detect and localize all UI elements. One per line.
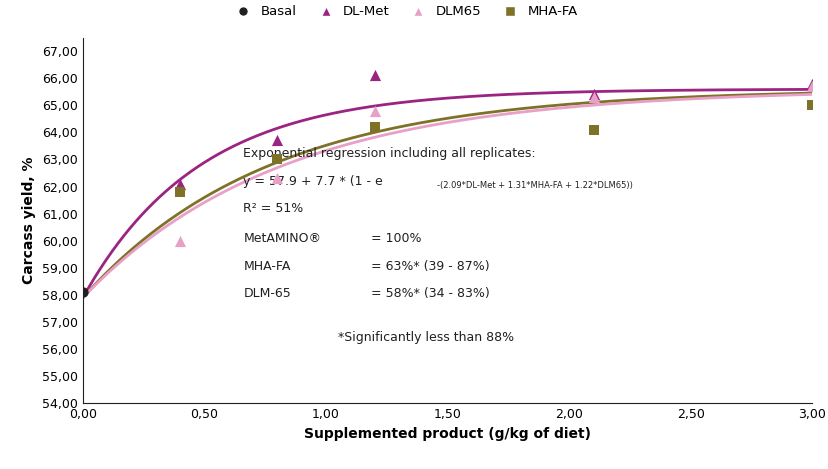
- Point: [368, 107, 381, 114]
- Text: MHA-FA: MHA-FA: [243, 260, 291, 273]
- Text: -(2.09*DL-Met + 1.31*MHA-FA + 1.22*DLM65)): -(2.09*DL-Met + 1.31*MHA-FA + 1.22*DLM65…: [436, 182, 632, 190]
- Text: R² = 51%: R² = 51%: [243, 202, 303, 215]
- Point: [76, 288, 89, 296]
- Point: [368, 123, 381, 131]
- Text: *Significantly less than 88%: *Significantly less than 88%: [338, 331, 513, 344]
- Point: [586, 93, 599, 101]
- Text: = 100%: = 100%: [371, 232, 421, 245]
- Text: = 63%* (39 - 87%): = 63%* (39 - 87%): [371, 260, 489, 273]
- Point: [805, 83, 818, 90]
- Text: = 58%* (34 - 83%): = 58%* (34 - 83%): [371, 287, 489, 300]
- Point: [271, 156, 284, 163]
- Text: DLM-65: DLM-65: [243, 287, 291, 300]
- Point: [368, 72, 381, 79]
- Text: y = 57.9 + 7.7 * (1 - e: y = 57.9 + 7.7 * (1 - e: [243, 174, 383, 188]
- Text: MetAMINO®: MetAMINO®: [243, 232, 321, 245]
- Legend: Basal, DL-Met, DLM65, MHA-FA: Basal, DL-Met, DLM65, MHA-FA: [224, 0, 582, 24]
- Point: [173, 237, 186, 244]
- Point: [173, 188, 186, 196]
- Point: [173, 180, 186, 188]
- Point: [586, 91, 599, 98]
- X-axis label: Supplemented product (g/kg of diet): Supplemented product (g/kg of diet): [304, 427, 590, 441]
- Point: [805, 101, 818, 109]
- Text: Exponential regression including all replicates:: Exponential regression including all rep…: [243, 147, 536, 160]
- Point: [271, 137, 284, 144]
- Y-axis label: Carcass yield, %: Carcass yield, %: [22, 157, 36, 284]
- Point: [805, 80, 818, 87]
- Point: [271, 174, 284, 182]
- Point: [586, 126, 599, 133]
